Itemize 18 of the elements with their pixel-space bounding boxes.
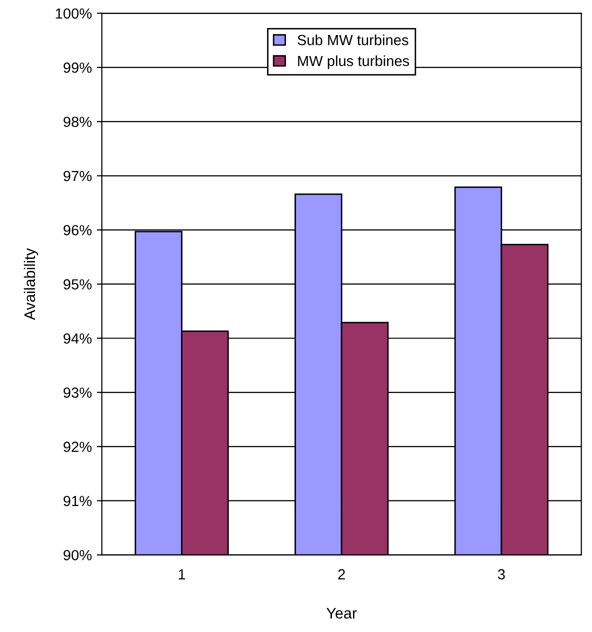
y-tick-label: 96% <box>64 225 92 236</box>
y-tick-label: 92% <box>64 442 92 452</box>
y-axis-title: Availability <box>24 248 38 320</box>
y-tick-label: 98% <box>64 116 92 128</box>
y-tick-label: 97% <box>64 170 92 182</box>
y-tick-label: 91% <box>64 496 92 506</box>
y-tick-label: 100% <box>56 8 92 19</box>
y-tick-label: 90% <box>64 550 92 560</box>
x-tick-label: 3 <box>498 569 505 580</box>
y-tick-label: 99% <box>64 62 92 73</box>
y-tick-label: 95% <box>64 279 92 290</box>
y-tick-label: 93% <box>64 388 92 398</box>
y-tick-label: 94% <box>64 333 92 344</box>
x-tick-label: 1 <box>178 569 186 580</box>
x-tick-label: 2 <box>338 569 345 580</box>
legend-label: Sub MW turbines <box>298 34 408 46</box>
legend-label: MW plus turbines <box>298 55 410 69</box>
x-axis-title: Year <box>326 608 357 619</box>
